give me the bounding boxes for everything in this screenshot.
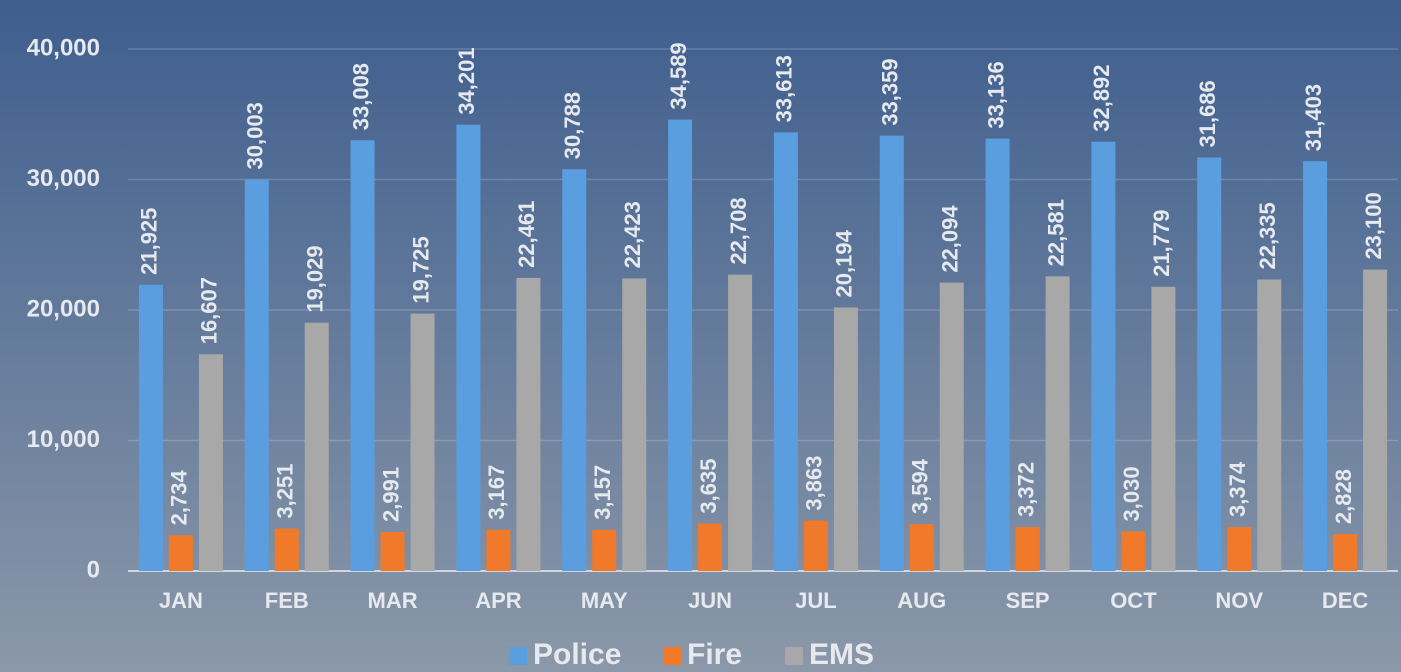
value-label: 33,359	[878, 58, 903, 125]
x-tick-label: DEC	[1322, 588, 1369, 613]
bar	[668, 119, 693, 571]
y-tick-label: 30,000	[27, 165, 100, 192]
bar	[773, 132, 798, 572]
bar	[698, 523, 723, 571]
bar	[1121, 531, 1146, 571]
bar	[622, 278, 647, 571]
y-tick-label: 0	[87, 556, 100, 583]
legend-swatch	[785, 647, 803, 665]
x-tick-label: JAN	[159, 588, 203, 613]
bar	[516, 277, 541, 571]
value-label: 21,925	[137, 208, 162, 275]
bar	[1151, 286, 1176, 571]
value-label: 3,863	[802, 456, 827, 511]
value-label: 30,003	[243, 102, 268, 169]
value-label: 2,991	[378, 467, 403, 522]
x-tick-label: APR	[475, 588, 522, 613]
bar	[1197, 157, 1222, 572]
legend-swatch	[509, 647, 527, 665]
bar	[1303, 161, 1328, 571]
bar	[456, 124, 481, 572]
bar	[1333, 534, 1358, 571]
value-label: 22,461	[514, 201, 539, 268]
value-label: 22,708	[726, 197, 751, 264]
bar	[380, 531, 405, 571]
value-label: 3,594	[908, 458, 933, 514]
bar	[198, 354, 223, 571]
bar	[939, 282, 964, 571]
value-label: 3,372	[1013, 462, 1038, 517]
bar	[1363, 269, 1388, 571]
bar	[350, 140, 375, 571]
value-label: 19,029	[303, 245, 328, 312]
value-label: 20,194	[832, 229, 857, 297]
bar	[1015, 526, 1040, 571]
bar	[1257, 279, 1282, 571]
value-label: 2,734	[167, 470, 192, 526]
bar	[304, 322, 329, 571]
bar	[1091, 141, 1116, 571]
value-label: 22,094	[938, 205, 963, 273]
value-label: 3,167	[484, 465, 509, 520]
value-label: 33,136	[983, 61, 1008, 128]
value-label: 23,100	[1361, 192, 1386, 259]
y-tick-label: 40,000	[27, 34, 100, 61]
x-tick-label: AUG	[897, 588, 946, 613]
value-label: 31,403	[1301, 84, 1326, 151]
x-tick-label: MAR	[368, 588, 418, 613]
value-label: 22,335	[1255, 202, 1280, 269]
bar	[138, 284, 163, 571]
x-tick-label: JUN	[688, 588, 732, 613]
bar	[909, 524, 934, 571]
bar	[985, 138, 1010, 571]
x-tick-label: OCT	[1110, 588, 1157, 613]
bar	[1227, 526, 1252, 571]
y-tick-label: 10,000	[27, 426, 100, 453]
value-label: 34,201	[454, 47, 479, 114]
value-label: 22,423	[620, 201, 645, 268]
y-tick-label: 20,000	[27, 295, 100, 322]
value-label: 31,686	[1195, 80, 1220, 147]
bar	[244, 179, 269, 571]
bar	[728, 274, 753, 571]
x-tick-label: JUL	[795, 588, 837, 613]
value-label: 22,581	[1043, 199, 1068, 266]
bar	[833, 307, 858, 571]
value-label: 2,828	[1331, 469, 1356, 524]
value-label: 3,374	[1225, 461, 1250, 517]
bar	[562, 169, 587, 571]
value-label: 19,725	[408, 236, 433, 303]
value-label: 3,251	[273, 464, 298, 519]
value-label: 33,008	[348, 63, 373, 130]
x-tick-label: NOV	[1215, 588, 1263, 613]
value-label: 3,030	[1119, 466, 1144, 521]
legend-swatch	[663, 647, 681, 665]
bar	[1045, 276, 1070, 571]
bar	[592, 529, 617, 571]
x-tick-label: FEB	[265, 588, 309, 613]
legend-label: EMS	[809, 638, 874, 671]
legend-label: Fire	[687, 638, 742, 671]
bar	[410, 313, 435, 571]
bar	[486, 529, 511, 571]
value-label: 34,589	[666, 42, 691, 109]
value-label: 33,613	[772, 55, 797, 122]
bar	[879, 135, 904, 572]
value-label: 16,607	[197, 277, 222, 344]
bar	[168, 535, 193, 571]
x-tick-label: SEP	[1006, 588, 1050, 613]
value-label: 3,157	[590, 465, 615, 520]
value-label: 30,788	[560, 92, 585, 159]
x-tick-label: MAY	[581, 588, 628, 613]
legend-label: Police	[533, 638, 621, 671]
value-label: 32,892	[1089, 64, 1114, 131]
bar	[274, 528, 299, 571]
value-label: 21,779	[1149, 209, 1174, 276]
bar	[803, 520, 828, 571]
value-label: 3,635	[696, 459, 721, 514]
